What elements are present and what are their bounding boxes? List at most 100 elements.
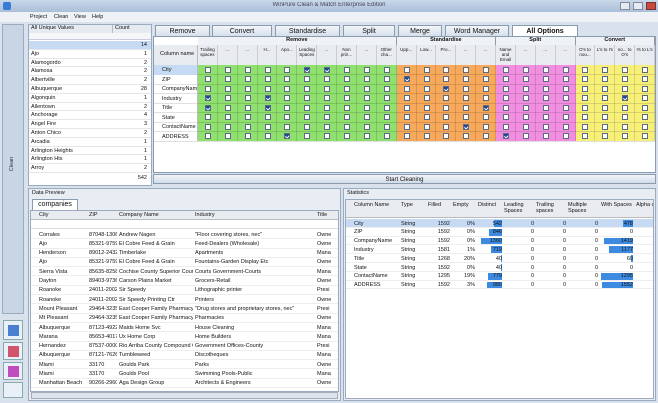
checkbox[interactable] — [622, 123, 629, 130]
tab[interactable]: Remove — [155, 25, 210, 36]
checkbox[interactable] — [244, 133, 251, 140]
checkbox[interactable] — [542, 95, 549, 102]
checkbox[interactable] — [224, 114, 231, 121]
row[interactable] — [346, 272, 653, 281]
menu-item[interactable]: Help — [92, 14, 104, 20]
checkbox[interactable] — [542, 123, 549, 130]
row[interactable] — [29, 120, 151, 129]
tab[interactable]: Convert — [212, 25, 272, 36]
tab[interactable]: Split — [343, 25, 395, 36]
checkbox[interactable] — [522, 123, 529, 130]
row[interactable] — [31, 267, 338, 277]
checkbox[interactable] — [582, 133, 589, 140]
checkbox[interactable] — [403, 133, 410, 140]
checkbox[interactable] — [204, 133, 211, 140]
row[interactable] — [29, 50, 151, 59]
checkbox[interactable] — [403, 76, 410, 83]
checkbox[interactable] — [304, 133, 311, 140]
checkbox[interactable] — [602, 85, 609, 92]
checkbox[interactable] — [562, 76, 569, 83]
checkbox[interactable] — [324, 95, 331, 102]
tool-icon[interactable] — [3, 320, 23, 340]
checkbox[interactable] — [582, 85, 589, 92]
checkbox[interactable] — [602, 133, 609, 140]
checkbox[interactable] — [304, 104, 311, 111]
row[interactable] — [31, 304, 338, 314]
checkbox[interactable] — [463, 66, 470, 73]
checkbox[interactable] — [642, 95, 649, 102]
row[interactable] — [29, 129, 151, 138]
row[interactable] — [29, 94, 151, 103]
checkbox[interactable] — [562, 133, 569, 140]
checkbox[interactable] — [602, 104, 609, 111]
checkbox[interactable] — [443, 114, 450, 121]
checkbox[interactable] — [483, 85, 490, 92]
checkbox[interactable] — [284, 76, 291, 83]
checkbox[interactable] — [542, 114, 549, 121]
checkbox[interactable] — [264, 66, 271, 73]
checkbox[interactable] — [304, 95, 311, 102]
checkbox[interactable] — [344, 66, 351, 73]
row[interactable] — [29, 147, 151, 156]
checkbox[interactable] — [383, 66, 390, 73]
checkbox[interactable] — [443, 123, 450, 130]
checkbox[interactable] — [642, 104, 649, 111]
checkbox[interactable] — [383, 76, 390, 83]
checkbox[interactable] — [642, 123, 649, 130]
checkbox[interactable] — [542, 133, 549, 140]
checkbox[interactable] — [602, 66, 609, 73]
checkbox[interactable] — [483, 104, 490, 111]
checkbox[interactable] — [363, 76, 370, 83]
checkbox[interactable] — [383, 114, 390, 121]
row[interactable] — [346, 245, 653, 255]
checkbox[interactable] — [224, 66, 231, 73]
row[interactable] — [31, 379, 338, 389]
checkbox[interactable] — [463, 104, 470, 111]
checkbox[interactable] — [582, 114, 589, 121]
checkbox[interactable] — [204, 123, 211, 130]
checkbox[interactable] — [443, 95, 450, 102]
minimize-button[interactable] — [620, 2, 630, 10]
checkbox[interactable] — [403, 123, 410, 130]
checkbox[interactable] — [562, 85, 569, 92]
checkbox[interactable] — [204, 104, 211, 111]
checkbox[interactable] — [304, 66, 311, 73]
row[interactable] — [29, 155, 151, 165]
checkbox[interactable] — [522, 114, 529, 121]
checkbox[interactable] — [423, 104, 430, 111]
checkbox[interactable] — [304, 85, 311, 92]
checkbox[interactable] — [463, 85, 470, 92]
row[interactable] — [29, 59, 151, 68]
row[interactable] — [31, 295, 338, 305]
checkbox[interactable] — [264, 85, 271, 92]
tool-icon[interactable] — [3, 362, 23, 380]
row[interactable] — [29, 76, 151, 85]
checkbox[interactable] — [264, 95, 271, 102]
row[interactable] — [31, 351, 338, 361]
checkbox[interactable] — [642, 133, 649, 140]
checkbox[interactable] — [363, 104, 370, 111]
checkbox[interactable] — [483, 66, 490, 73]
checkbox[interactable] — [562, 114, 569, 121]
checkbox[interactable] — [622, 95, 629, 102]
checkbox[interactable] — [463, 123, 470, 130]
checkbox[interactable] — [344, 114, 351, 121]
checkbox[interactable] — [204, 85, 211, 92]
checkbox[interactable] — [522, 104, 529, 111]
checkbox[interactable] — [582, 123, 589, 130]
checkbox[interactable] — [502, 123, 509, 130]
checkbox[interactable] — [224, 85, 231, 92]
checkbox[interactable] — [264, 133, 271, 140]
row[interactable] — [29, 41, 151, 50]
checkbox[interactable] — [363, 114, 370, 121]
row[interactable] — [31, 249, 338, 258]
checkbox[interactable] — [284, 114, 291, 121]
checkbox[interactable] — [502, 66, 509, 73]
row[interactable] — [31, 342, 338, 351]
checkbox[interactable] — [582, 104, 589, 111]
checkbox[interactable] — [423, 76, 430, 83]
checkbox[interactable] — [483, 95, 490, 102]
row[interactable] — [31, 277, 338, 286]
checkbox[interactable] — [304, 114, 311, 121]
row[interactable] — [29, 67, 151, 77]
